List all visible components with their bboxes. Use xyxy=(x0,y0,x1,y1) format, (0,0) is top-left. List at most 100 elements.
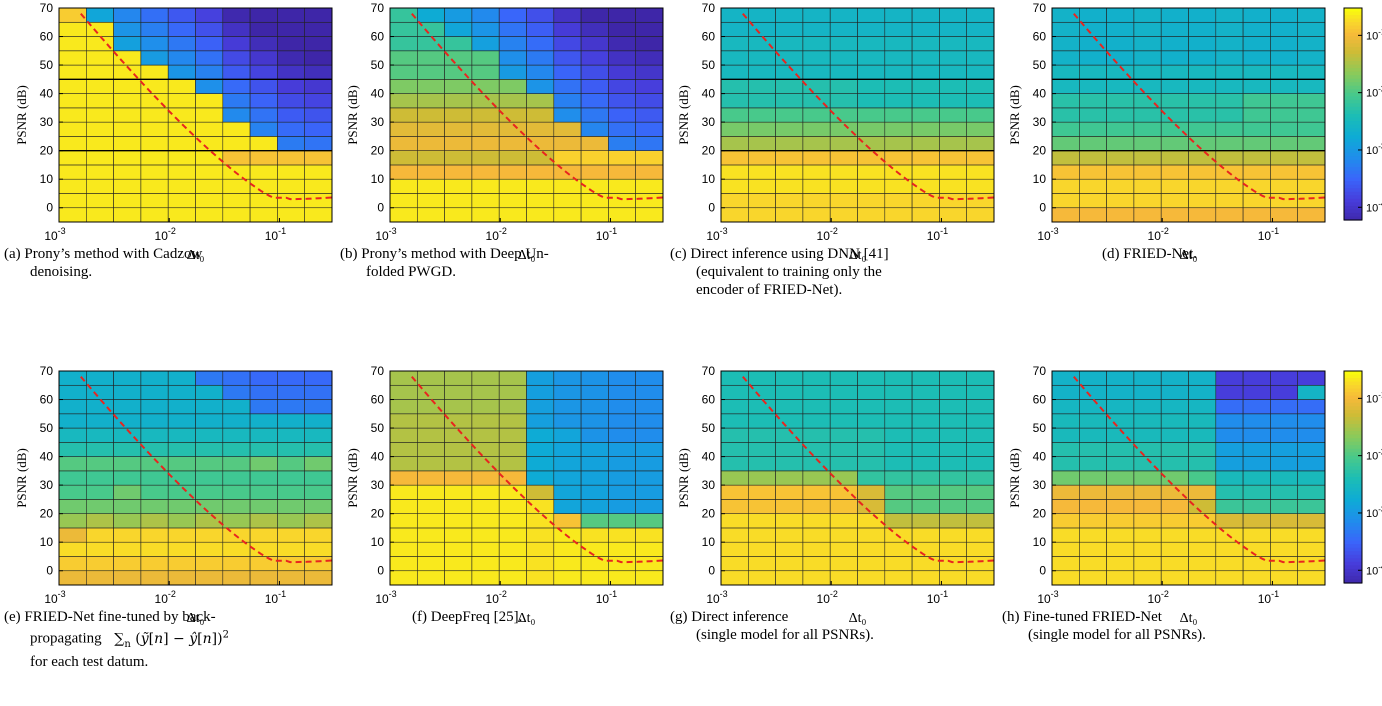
heatmap-cell xyxy=(1270,36,1299,52)
y-axis-label: PSNR (dB) xyxy=(345,448,360,508)
colorbar-segment xyxy=(1344,473,1362,478)
heatmap-cell xyxy=(580,207,609,223)
x-tick-label: 10-3 xyxy=(1037,226,1058,243)
heatmap-cell xyxy=(140,541,169,557)
y-axis-label: PSNR (dB) xyxy=(1007,448,1022,508)
heatmap-cell xyxy=(884,570,913,586)
heatmap-cell xyxy=(911,499,940,514)
heatmap-cell xyxy=(1242,470,1271,486)
heatmap-cell xyxy=(389,442,418,457)
heatmap-cell xyxy=(608,64,637,80)
heatmap-cell xyxy=(58,527,87,543)
heatmap-cell xyxy=(1297,164,1326,180)
heatmap-cell xyxy=(1242,570,1271,586)
heatmap-cell xyxy=(635,413,664,429)
heatmap-cell xyxy=(720,50,749,66)
heatmap-cell xyxy=(966,527,995,543)
colorbar-segment xyxy=(1344,110,1362,115)
heatmap-cell xyxy=(635,499,664,514)
heatmap-cell xyxy=(1160,150,1189,166)
heatmap-cell xyxy=(1133,164,1162,180)
plot-frame xyxy=(58,7,333,223)
heatmap-cell xyxy=(471,36,500,52)
heatmap-cell xyxy=(884,384,913,400)
heatmap-cell xyxy=(939,527,968,543)
heatmap-cell xyxy=(802,442,831,457)
heatmap-cell xyxy=(526,570,555,586)
colorbar-segment xyxy=(1344,99,1362,104)
y-tick-label: 70 xyxy=(702,364,716,378)
heatmap-cell xyxy=(939,7,968,23)
heatmap-cell xyxy=(966,370,995,386)
heatmap-cell xyxy=(58,427,87,443)
colorbar-segment xyxy=(1344,15,1362,20)
heatmap-cell xyxy=(911,556,940,572)
heatmap-cell xyxy=(167,107,196,123)
colorbar-segment xyxy=(1344,8,1362,13)
heatmap-cell xyxy=(471,136,500,151)
heatmap-cell xyxy=(747,413,776,429)
heatmap-cell xyxy=(113,7,142,23)
heatmap-cell xyxy=(113,50,142,66)
heatmap-cell xyxy=(167,7,196,23)
heatmap-cell xyxy=(1160,79,1189,94)
heatmap-cell xyxy=(167,570,196,586)
heatmap-cell xyxy=(498,427,527,443)
colorbar-segment xyxy=(1344,508,1362,513)
heatmap-cell xyxy=(1051,470,1080,486)
heatmap-cell xyxy=(802,207,831,223)
x-tick-label: 10-1 xyxy=(596,226,617,243)
heatmap-cell xyxy=(635,93,664,109)
colorbar-segment xyxy=(1344,25,1362,30)
heatmap-cell xyxy=(1079,527,1107,543)
heatmap-cell xyxy=(1270,399,1299,415)
heatmap-cell xyxy=(389,50,418,66)
heatmap-cell xyxy=(857,499,886,514)
colorbar-segment xyxy=(1344,32,1362,37)
heatmap-cell xyxy=(167,150,196,166)
heatmap-cell xyxy=(775,527,804,543)
heatmap-cell xyxy=(553,207,582,223)
heatmap-cell xyxy=(304,499,333,514)
colorbar-segment xyxy=(1344,434,1362,439)
heatmap-cell xyxy=(304,178,333,194)
heatmap-cell xyxy=(444,93,473,109)
heatmap-cell xyxy=(911,413,940,429)
heatmap-cell xyxy=(720,178,749,194)
heatmap-cell xyxy=(857,178,886,194)
heatmap-cell xyxy=(775,413,804,429)
heatmap-cell xyxy=(1242,456,1271,472)
heatmap-cell xyxy=(195,570,224,586)
heatmap-cell xyxy=(911,50,940,66)
heatmap-cell xyxy=(1106,150,1135,166)
heatmap-cell xyxy=(277,79,305,94)
heatmap-cell xyxy=(829,499,858,514)
colorbar-segment xyxy=(1344,392,1362,397)
heatmap-cell xyxy=(304,7,333,23)
heatmap-cell xyxy=(1188,136,1217,151)
colorbar-segment xyxy=(1344,53,1362,59)
heatmap-cell xyxy=(1133,442,1162,457)
heatmap-cell xyxy=(1270,7,1299,23)
colorbar-segment xyxy=(1344,526,1362,531)
heatmap-cell xyxy=(857,193,886,209)
heatmap-cell xyxy=(720,36,749,52)
heatmap-cell xyxy=(1188,527,1217,543)
heatmap-cell xyxy=(416,456,445,472)
heatmap-cell xyxy=(195,399,224,415)
heatmap-cell xyxy=(747,427,776,443)
heatmap-cell xyxy=(608,121,637,137)
heatmap-cell xyxy=(1215,136,1244,151)
heatmap-cell xyxy=(471,121,500,137)
y-tick-label: 40 xyxy=(1033,450,1047,464)
heatmap-cell xyxy=(553,456,582,472)
heatmap-cell xyxy=(1051,427,1080,443)
heatmap-cell xyxy=(444,207,473,223)
heatmap-cell xyxy=(580,427,609,443)
y-tick-label: 30 xyxy=(1033,478,1047,492)
heatmap-cell xyxy=(1215,556,1244,572)
heatmap-cell xyxy=(580,399,609,415)
heatmap-cell xyxy=(580,570,609,586)
heatmap-cell xyxy=(1188,442,1217,457)
heatmap-cell xyxy=(58,499,87,514)
